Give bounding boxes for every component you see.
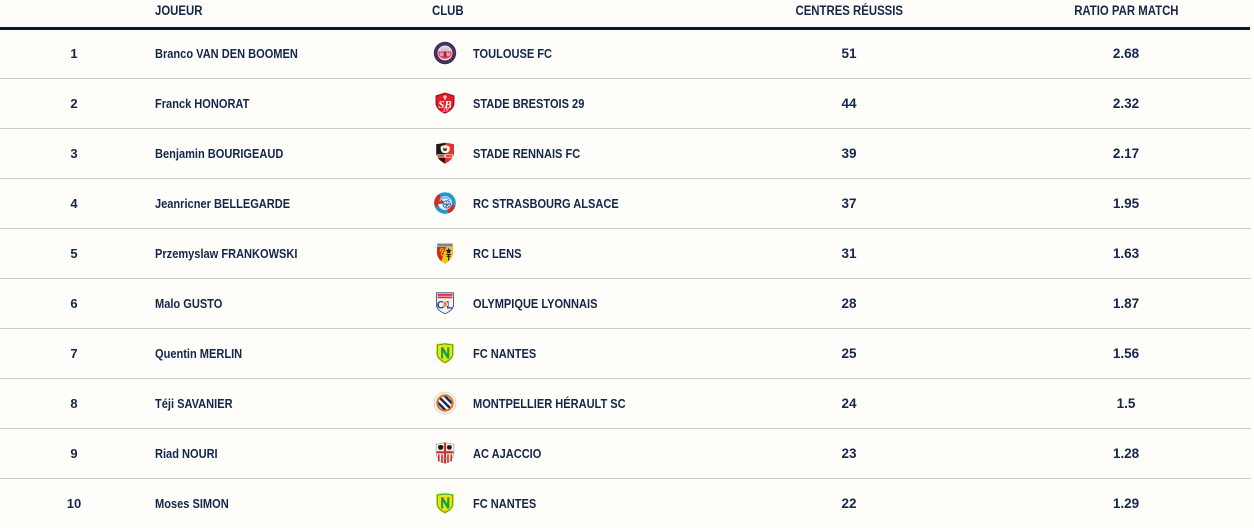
svg-text:SB: SB	[438, 99, 451, 111]
svg-text:O: O	[437, 300, 446, 312]
svg-text:L: L	[446, 300, 453, 312]
svg-text:C: C	[440, 251, 446, 258]
svg-text:29: 29	[442, 107, 449, 113]
svg-text:L: L	[441, 255, 446, 262]
svg-text:R: R	[439, 248, 445, 255]
